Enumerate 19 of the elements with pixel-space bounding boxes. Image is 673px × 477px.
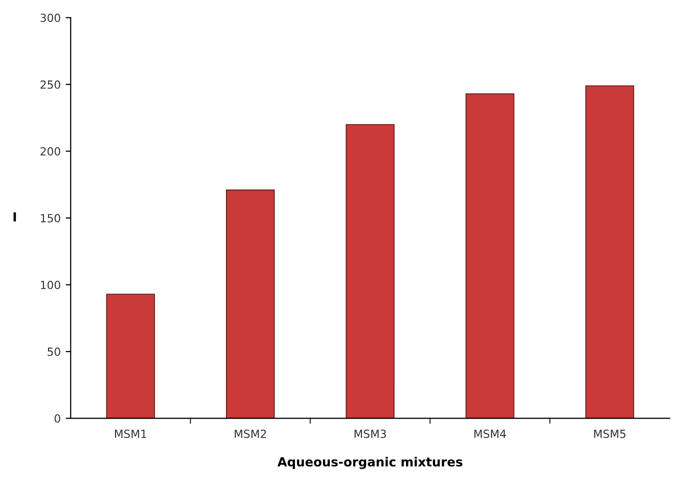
y-axis-title: I bbox=[14, 212, 16, 222]
x-axis-title: Aqueous-organic mixtures bbox=[277, 456, 462, 470]
y-tick-label: 0 bbox=[54, 414, 60, 423]
y-tick-label: 150 bbox=[40, 214, 60, 222]
y-tick-label: 300 bbox=[40, 14, 60, 22]
x-tick-label: MSM1 bbox=[115, 430, 146, 438]
y-tick-label: 50 bbox=[48, 348, 60, 356]
y-tick-label: 250 bbox=[40, 80, 60, 89]
x-tick-label: MSM4 bbox=[474, 430, 506, 438]
x-tick-label: MSM2 bbox=[234, 430, 266, 438]
x-tick-label: MSM3 bbox=[354, 430, 386, 438]
bar bbox=[226, 190, 275, 418]
bar bbox=[585, 85, 634, 418]
x-tick-label: MSM5 bbox=[594, 430, 626, 438]
y-tick-label: 200 bbox=[40, 147, 60, 156]
bar bbox=[466, 93, 514, 418]
bar bbox=[346, 124, 395, 418]
y-tick-label: 100 bbox=[40, 280, 60, 290]
bar bbox=[106, 294, 155, 418]
